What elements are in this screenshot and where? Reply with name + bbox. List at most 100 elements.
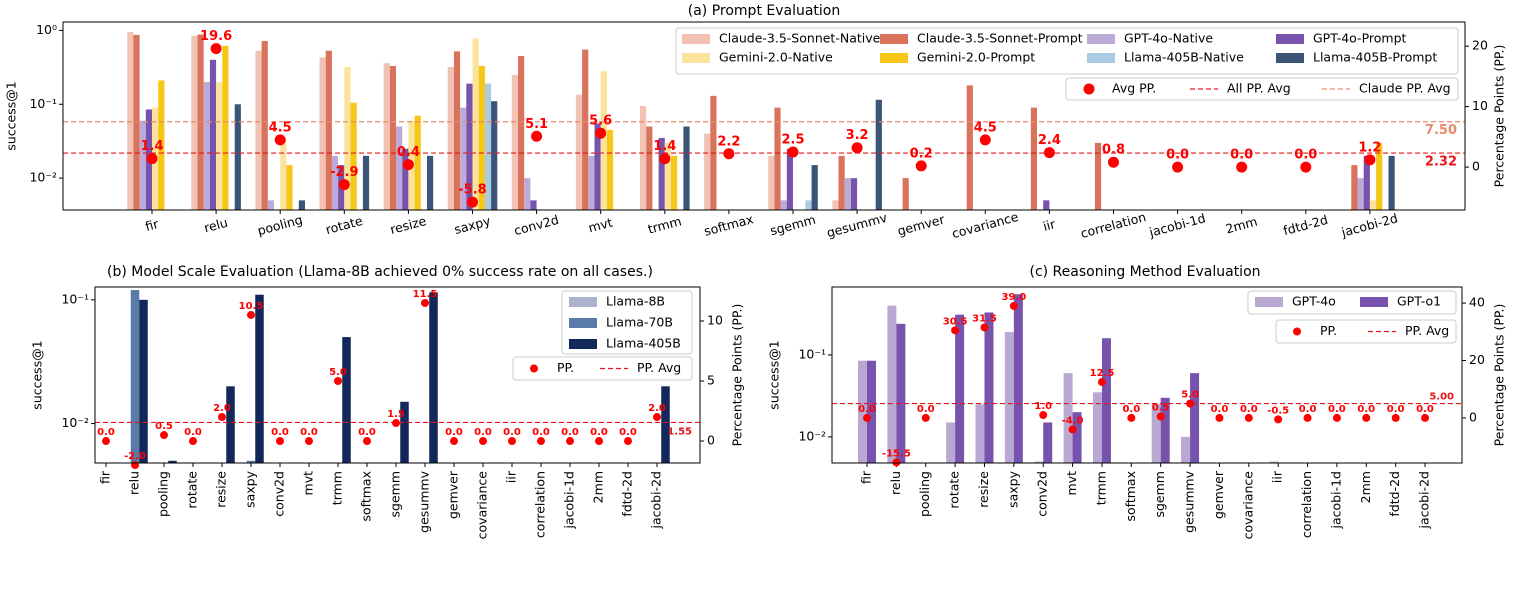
bar xyxy=(606,129,614,210)
x-tick-label: relu xyxy=(127,471,142,495)
pp-point xyxy=(595,127,607,139)
bar xyxy=(226,386,235,463)
x-tick-label: sgemm xyxy=(388,471,403,518)
legend-swatch xyxy=(1255,297,1283,307)
pp-label: 0.0 xyxy=(590,427,608,438)
pp-label: 2.2 xyxy=(717,134,740,149)
bar xyxy=(1190,373,1200,463)
pp-label: 0.0 xyxy=(619,427,637,438)
bar xyxy=(127,32,134,211)
x-tick-label: rotate xyxy=(185,471,200,509)
pp-label: 5.0 xyxy=(1181,390,1199,401)
pp-label: 0.4 xyxy=(397,145,420,160)
bar xyxy=(491,101,498,210)
x-tick-label: 2mm xyxy=(1224,214,1259,237)
legend-swatch xyxy=(880,53,908,63)
legend-label: PP. xyxy=(557,360,574,375)
pp-point xyxy=(980,323,989,332)
bar xyxy=(429,292,438,463)
pp-label: 0.0 xyxy=(474,427,492,438)
bar xyxy=(671,155,678,210)
pp-point xyxy=(146,153,158,165)
bar xyxy=(955,314,965,463)
y-axis-label: success@1 xyxy=(767,340,782,409)
reference-label: 1.55 xyxy=(667,426,692,437)
pp-point xyxy=(218,413,226,422)
x-tick-label: relu xyxy=(202,215,229,236)
legend-label: All PP. Avg xyxy=(1227,81,1291,96)
bar xyxy=(447,66,454,210)
bar xyxy=(594,123,601,210)
bar xyxy=(1101,338,1111,463)
bar xyxy=(1004,332,1014,463)
pp-label: 0.0 xyxy=(271,427,289,438)
pp-label: 5.1 xyxy=(525,117,548,132)
pp-label: 4.5 xyxy=(974,120,997,135)
pp-label: 0.0 xyxy=(532,427,550,438)
pp-point xyxy=(450,437,458,446)
bar xyxy=(780,200,787,210)
bar xyxy=(342,337,351,463)
legend-label: Claude-3.5-Sonnet-Prompt xyxy=(917,31,1083,46)
x-tick-label: jacobi-1d xyxy=(562,471,577,529)
pp-label: 1.4 xyxy=(140,139,163,154)
pp-point xyxy=(659,153,671,165)
bar xyxy=(588,155,595,210)
bar xyxy=(1043,422,1053,463)
bar xyxy=(396,126,403,210)
pp-label: -4.0 xyxy=(1062,415,1084,426)
x-tick-label: resize xyxy=(214,471,229,508)
x-tick-label: mvt xyxy=(1064,471,1079,496)
bar xyxy=(139,120,146,210)
pp-label: 0.0 xyxy=(1240,404,1258,415)
pp-label: 0.0 xyxy=(561,427,579,438)
legend-label: Llama-405B-Native xyxy=(1124,50,1244,65)
y2-tick-label: 0 xyxy=(1472,159,1480,174)
x-tick-label: gesummv xyxy=(825,210,889,241)
pp-point xyxy=(1244,413,1253,422)
bar xyxy=(402,148,409,210)
pp-label: 0.0 xyxy=(503,427,521,438)
bar xyxy=(344,66,351,210)
pp-point xyxy=(1186,399,1195,408)
bar xyxy=(261,40,268,210)
y-tick-label: 10⁻² xyxy=(798,428,826,443)
pp-label: 1.4 xyxy=(653,139,676,154)
x-tick-label: iir xyxy=(504,470,519,483)
pp-point xyxy=(392,419,400,428)
reference-label: 2.32 xyxy=(1425,155,1457,170)
legend-box xyxy=(675,27,1459,75)
bar xyxy=(383,63,390,210)
pp-point xyxy=(863,413,871,422)
pp-point xyxy=(566,437,574,446)
bar xyxy=(518,56,525,210)
pp-label: 5.0 xyxy=(329,367,347,378)
x-tick-label: gemver xyxy=(1211,470,1226,519)
bar xyxy=(133,34,140,210)
x-tick-label: resize xyxy=(976,471,991,508)
pp-label: 5.6 xyxy=(589,114,612,129)
bar xyxy=(832,200,839,210)
bar xyxy=(1369,200,1377,210)
pp-label: 0.0 xyxy=(917,404,935,415)
bar xyxy=(1043,200,1050,210)
bar xyxy=(850,178,858,210)
x-tick-label: conv2d xyxy=(1035,471,1050,517)
bar xyxy=(838,155,845,210)
legend-swatch xyxy=(1276,34,1304,44)
bar xyxy=(524,178,531,210)
legend-swatch xyxy=(569,297,597,307)
bar xyxy=(267,200,274,210)
pp-label: 0.0 xyxy=(1230,148,1253,163)
pp-point xyxy=(421,298,429,307)
legend-swatch xyxy=(1087,34,1115,44)
bar xyxy=(427,155,434,210)
legend-label: PP. Avg xyxy=(637,360,681,375)
bar xyxy=(640,105,647,210)
pp-label: -2.0 xyxy=(124,451,146,462)
bar xyxy=(466,83,473,210)
reference-label: 5.00 xyxy=(1429,392,1454,403)
bar xyxy=(646,126,653,210)
bar xyxy=(1181,436,1191,463)
bar xyxy=(400,401,409,463)
